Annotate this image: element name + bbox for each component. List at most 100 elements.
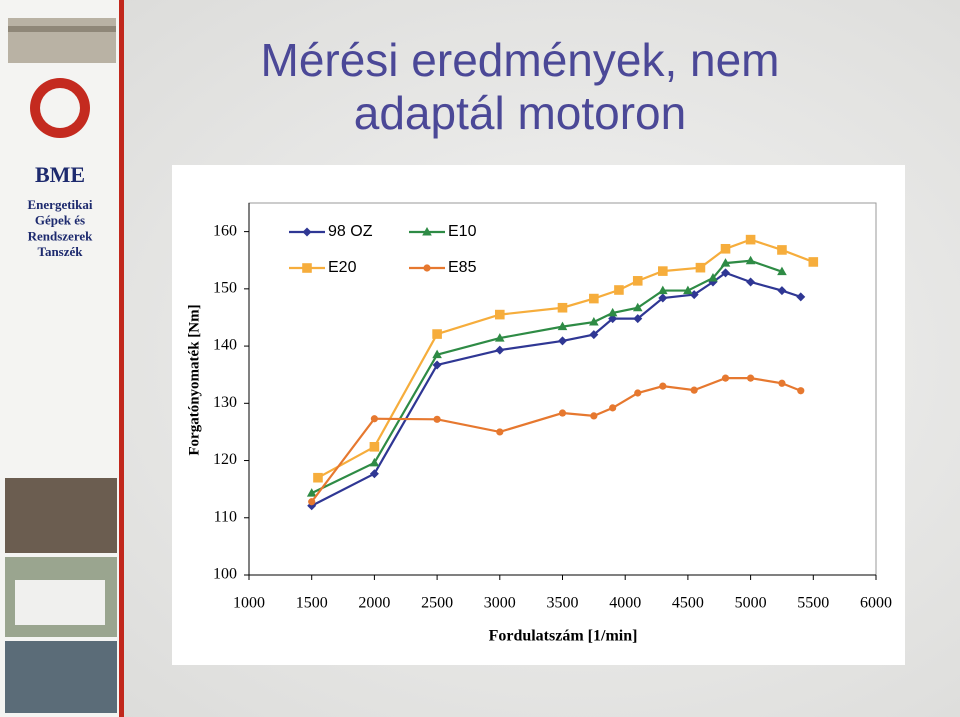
x-tick-label: 4000 xyxy=(609,595,641,612)
data-point xyxy=(634,389,642,397)
data-point xyxy=(689,290,699,300)
data-point xyxy=(708,272,718,282)
series-line xyxy=(310,377,802,503)
data-point xyxy=(658,293,668,303)
y-axis-label: Forgatónyomaték [Nm] xyxy=(186,304,202,455)
x-tick-label: 2000 xyxy=(358,595,390,612)
photo-engine-2 xyxy=(5,641,117,713)
data-point xyxy=(495,333,505,342)
data-point xyxy=(632,276,643,286)
data-point xyxy=(557,321,568,331)
building-image xyxy=(8,18,116,63)
building-image-detail xyxy=(8,26,116,32)
department-line: Gépek és xyxy=(35,213,85,228)
y-tick-label: 100 xyxy=(213,566,237,583)
data-point xyxy=(632,302,643,312)
title-line: Mérési eredmények, nem xyxy=(261,34,780,86)
data-point xyxy=(496,428,504,436)
data-point xyxy=(558,336,567,346)
y-tick-label: 110 xyxy=(214,508,237,525)
logo-inner xyxy=(40,88,80,128)
data-point xyxy=(306,488,317,497)
data-point xyxy=(590,412,598,420)
data-point xyxy=(658,285,668,295)
data-point xyxy=(808,257,819,267)
data-point xyxy=(777,286,787,296)
data-point xyxy=(777,266,787,276)
data-point xyxy=(495,309,505,320)
data-point xyxy=(609,404,617,412)
data-point xyxy=(369,457,380,467)
data-point xyxy=(433,415,441,423)
data-point xyxy=(745,234,756,245)
title-line: adaptál motoron xyxy=(354,87,686,139)
x-tick-label: 2500 xyxy=(421,595,453,612)
x-tick-label: 3500 xyxy=(547,595,579,612)
data-point xyxy=(432,360,442,370)
data-point xyxy=(720,258,731,267)
legend-marker xyxy=(422,227,432,236)
x-tick-label: 6000 xyxy=(860,595,892,612)
data-point xyxy=(690,386,698,394)
data-point xyxy=(796,292,806,302)
data-point xyxy=(589,317,599,326)
data-point xyxy=(777,245,787,255)
x-tick-label: 1500 xyxy=(296,595,328,612)
data-point xyxy=(432,349,442,359)
department-line: Energetikai xyxy=(28,197,93,212)
data-point xyxy=(778,379,786,387)
x-tick-label: 4500 xyxy=(672,595,704,612)
data-point xyxy=(369,469,379,479)
data-point xyxy=(745,255,756,265)
logo-text: BME xyxy=(35,162,85,187)
legend-marker xyxy=(302,263,312,273)
sidebar-divider xyxy=(119,0,124,717)
x-tick-label: 1000 xyxy=(233,595,265,612)
legend-label: E20 xyxy=(328,259,357,276)
chart: 100 110 120 130 140 150 160 1000 1500 2000 2500 300… xyxy=(186,202,892,645)
department-line: Rendszerek xyxy=(28,228,94,243)
data-point xyxy=(683,285,693,295)
x-axis-label: Fordulatszám [1/min] xyxy=(489,628,638,645)
data-point xyxy=(746,277,756,287)
data-point xyxy=(614,285,624,295)
data-point xyxy=(589,330,599,340)
data-point xyxy=(659,382,667,390)
data-point xyxy=(720,243,731,254)
data-point xyxy=(747,374,755,382)
data-point xyxy=(721,374,730,382)
legend-label: E85 xyxy=(448,259,477,276)
y-tick-label: 120 xyxy=(213,451,237,468)
x-tick-label: 5500 xyxy=(797,595,829,612)
photo-engine xyxy=(5,478,117,553)
data-point xyxy=(558,409,567,417)
department-line: Tanszék xyxy=(37,244,83,259)
data-point xyxy=(369,442,380,452)
x-tick-label: 5000 xyxy=(735,595,767,612)
data-point xyxy=(633,314,643,324)
data-point xyxy=(695,262,706,273)
y-tick-label: 150 xyxy=(213,280,237,297)
data-point xyxy=(308,498,316,506)
legend-label: 98 OZ xyxy=(328,223,373,240)
y-tick-label: 160 xyxy=(213,222,237,239)
data-point xyxy=(557,302,568,313)
data-point xyxy=(797,387,805,395)
chart-panel xyxy=(172,165,905,665)
x-tick-label: 3000 xyxy=(484,595,516,612)
photo-van-body xyxy=(15,580,105,625)
y-tick-label: 130 xyxy=(213,394,237,411)
data-point xyxy=(658,266,668,276)
legend-marker xyxy=(302,227,312,237)
data-point xyxy=(432,329,442,339)
data-point xyxy=(607,307,618,317)
data-point xyxy=(313,472,323,483)
data-point xyxy=(495,345,505,355)
y-tick-label: 140 xyxy=(213,337,237,354)
legend-label: E10 xyxy=(448,223,477,240)
legend-marker xyxy=(423,264,431,272)
data-point xyxy=(370,415,378,423)
